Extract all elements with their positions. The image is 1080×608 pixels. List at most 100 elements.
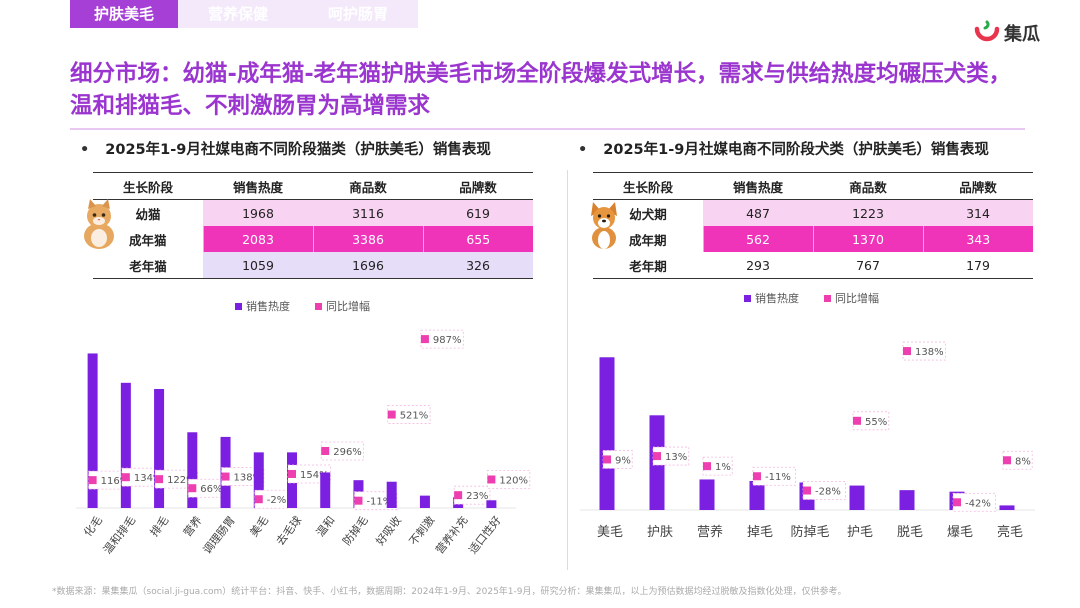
- point-yoy-growth: [753, 472, 761, 481]
- x-tick-label: 温和排毛: [100, 513, 138, 556]
- x-tick-label: 排毛: [147, 513, 172, 539]
- legend-entry: 同比增幅: [326, 299, 370, 313]
- table-cell: 幼犬期: [629, 206, 667, 222]
- point-yoy-growth: [254, 495, 263, 504]
- growth-data-label: 13%: [665, 452, 687, 463]
- growth-label-box: [453, 485, 491, 505]
- legend-entry: 同比增幅: [835, 291, 879, 305]
- growth-data-label: 1%: [715, 462, 731, 473]
- x-tick-label: 适口性好: [466, 513, 504, 556]
- growth-data-label: 122%: [167, 475, 196, 486]
- table-cell: 767: [813, 252, 923, 279]
- x-tick-label: 亮毛: [997, 524, 1023, 540]
- table-row: 成年期 562 1370 343: [593, 226, 1033, 252]
- growth-label-box: [320, 441, 365, 461]
- table-row: 老年猫 1059 1696 326: [93, 252, 533, 279]
- point-yoy-growth: [321, 446, 330, 455]
- growth-label-box: [852, 411, 890, 431]
- growth-data-label: 134%: [134, 473, 163, 484]
- tab-gut-care[interactable]: 呵护肠胃: [298, 0, 418, 28]
- table-cell: 老年猫: [93, 252, 203, 279]
- growth-data-label: 116%: [101, 476, 130, 487]
- bar-sales-heat: [899, 490, 915, 510]
- tab-skin-coat[interactable]: 护肤美毛: [70, 0, 178, 28]
- growth-data-label: 55%: [865, 417, 887, 428]
- growth-data-label: -42%: [965, 498, 991, 509]
- point-yoy-growth: [603, 455, 611, 464]
- table-cell: 179: [923, 252, 1033, 279]
- x-tick-label: 爆毛: [947, 525, 973, 540]
- tab-nutrition[interactable]: 营养保健: [178, 0, 298, 28]
- legend-entry: 销售热度: [246, 299, 290, 313]
- footnote: *数据来源：果集集瓜（social.ji-gua.com）统计平台：抖音、快手、…: [52, 587, 847, 597]
- growth-data-label: 154%: [300, 470, 329, 481]
- table-header: 销售热度: [703, 172, 813, 200]
- table-cell: 3116: [313, 199, 423, 226]
- growth-data-label: 9%: [615, 455, 631, 466]
- point-yoy-growth: [387, 410, 396, 419]
- point-yoy-growth: [653, 452, 661, 461]
- bar-sales-heat: [386, 481, 397, 508]
- point-yoy-growth: [121, 473, 130, 482]
- point-yoy-growth: [221, 472, 230, 481]
- table-header: 商品数: [313, 172, 423, 200]
- growth-label-box: [88, 470, 132, 490]
- table-header: 生长阶段: [93, 172, 203, 200]
- bar-sales-heat: [999, 505, 1015, 510]
- legend-swatch: [744, 295, 751, 302]
- x-tick-label: 掉毛: [747, 525, 773, 540]
- growth-label-box: [952, 492, 996, 512]
- point-yoy-growth: [155, 475, 164, 484]
- brand-logo-text: 集瓜: [1004, 24, 1040, 45]
- section-divider: [567, 170, 568, 570]
- brand-logo-icon: [974, 20, 1000, 42]
- growth-data-label: 521%: [400, 411, 429, 422]
- table-cell: 1059: [203, 252, 313, 279]
- x-tick-label: 护毛: [847, 525, 873, 540]
- point-yoy-growth: [1003, 456, 1011, 465]
- point-yoy-growth: [803, 486, 811, 495]
- table-row: 老年期 293 767 179: [593, 252, 1033, 279]
- x-tick-label: 美毛: [247, 514, 271, 539]
- table-cell: 293: [703, 252, 813, 279]
- table-cell: 成年猫: [128, 232, 167, 248]
- growth-label-box: [121, 467, 165, 487]
- cat-section-subtitle: 2025年1-9月社媒电商不同阶段猫类（护肤美毛）销售表现: [80, 138, 491, 159]
- x-tick-label: 防掉毛: [790, 524, 829, 540]
- x-tick-label: 护肤: [647, 525, 673, 540]
- dog-keyword-chart: 销售热度 同比增幅 9% 美毛 13% 护肤 1% 营养 -11% 掉毛 -28% 防掉毛 55% 护毛 1…: [580, 291, 1035, 540]
- point-yoy-growth: [703, 462, 711, 471]
- growth-label-box: [902, 341, 946, 361]
- dog-stage-table: 生长阶段 销售热度 商品数 品牌数 幼犬期 487 1223 314 成年期 5…: [593, 172, 1033, 279]
- table-header: 销售热度: [203, 172, 313, 200]
- point-yoy-growth: [88, 476, 97, 485]
- x-tick-label: 营养: [180, 513, 205, 539]
- point-yoy-growth: [188, 484, 197, 493]
- table-cell: 1223: [813, 199, 923, 226]
- table-header: 商品数: [813, 172, 923, 200]
- point-yoy-growth: [420, 335, 429, 344]
- legend-swatch: [315, 303, 322, 310]
- point-yoy-growth: [354, 496, 363, 505]
- x-tick-label: 营养: [697, 524, 723, 540]
- table-cell: 2083: [202, 226, 313, 252]
- cat-illustration-icon: [84, 199, 114, 249]
- cat-stage-table: 生长阶段 销售热度 商品数 品牌数 幼猫 1968 3116 619 成年猫 2…: [93, 172, 533, 279]
- x-tick-label: 不刺激: [406, 513, 437, 548]
- growth-data-label: -28%: [815, 487, 841, 498]
- point-yoy-growth: [487, 475, 496, 484]
- page-title: 细分市场：幼猫-成年猫-老年猫护肤美毛市场全阶段爆发式增长，需求与供给热度均碾压…: [70, 61, 1012, 119]
- table-cell: 314: [923, 199, 1033, 226]
- table-row: 幼犬期 487 1223 314: [593, 199, 1033, 226]
- table-row: 成年猫 2083 3386 655: [93, 226, 533, 252]
- table-cell: 1968: [203, 199, 313, 226]
- bar-sales-heat: [320, 472, 331, 508]
- x-tick-label: 脱毛: [897, 525, 923, 540]
- bar-sales-heat: [486, 500, 497, 508]
- growth-data-label: -11%: [366, 497, 392, 508]
- bar-sales-heat: [419, 495, 430, 508]
- legend-swatch: [824, 295, 831, 302]
- x-tick-label: 营养补充: [432, 513, 470, 556]
- category-tabs: 护肤美毛 营养保健 呵护肠胃: [70, 0, 418, 28]
- brand-logo: 集瓜: [974, 20, 1040, 46]
